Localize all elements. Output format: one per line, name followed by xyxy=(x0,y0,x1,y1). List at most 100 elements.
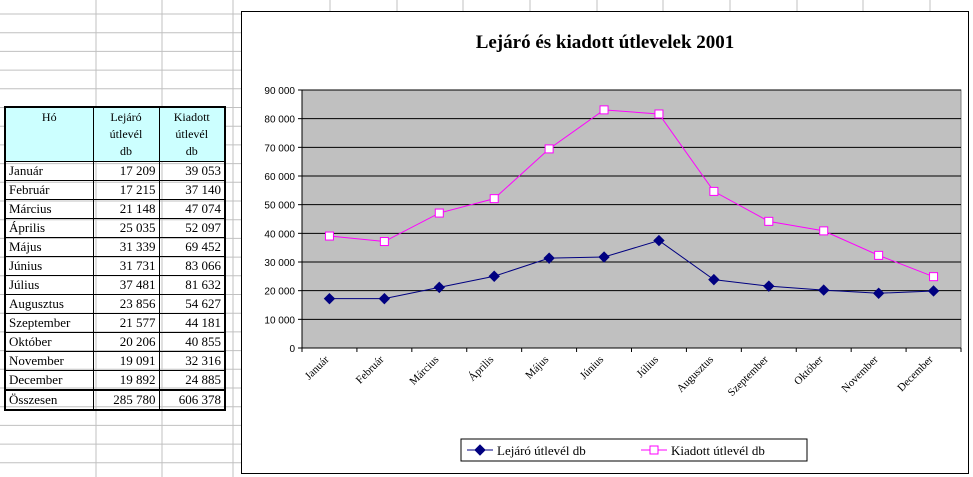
data-point-square xyxy=(489,194,499,204)
month-cell[interactable]: Október xyxy=(4,332,94,352)
data-point-square xyxy=(764,216,774,226)
month-cell[interactable]: Május xyxy=(4,237,94,257)
y-tick-label: 40 000 xyxy=(264,229,295,240)
lejaro-cell[interactable]: 25 035 xyxy=(92,218,160,238)
x-tick-label: December xyxy=(895,353,936,394)
lejaro-cell[interactable]: 17 215 xyxy=(92,180,160,200)
table-row: Január 17 209 39 053 xyxy=(4,161,226,181)
chart-title: Lejáró és kiadott útlevelek 2001 xyxy=(476,32,735,53)
series-line-2 xyxy=(329,109,934,278)
chart-area[interactable]: Lejáró és kiadott útlevelek 2001 0 10 000 2… xyxy=(241,11,969,474)
total-kiadott-cell[interactable]: 606 378 xyxy=(158,389,226,411)
lejaro-cell[interactable]: 31 339 xyxy=(92,237,160,257)
y-tick-label: 60 000 xyxy=(264,172,295,183)
data-point-square xyxy=(434,208,444,218)
data-point-square xyxy=(379,237,389,247)
x-tick-label: Szeptember xyxy=(726,353,771,398)
series-line-1 xyxy=(329,240,934,300)
x-tick-label: Október xyxy=(792,353,826,387)
data-point-square xyxy=(599,105,609,115)
kiadott-cell[interactable]: 69 452 xyxy=(158,237,226,257)
y-tick-label: 30 000 xyxy=(264,258,295,269)
x-tick-label: November xyxy=(839,353,881,395)
x-tick-label: Január xyxy=(303,353,332,382)
data-point-diamond xyxy=(653,234,665,247)
month-cell[interactable]: November xyxy=(4,351,94,371)
table-row: Február 17 215 37 140 xyxy=(4,180,226,200)
month-cell[interactable]: Január xyxy=(4,161,94,181)
header-kiadott[interactable]: Kiadott útlevél db xyxy=(158,106,226,162)
table-row: Augusztus 23 856 54 627 xyxy=(4,294,226,314)
month-cell[interactable]: Március xyxy=(4,199,94,219)
lejaro-cell[interactable]: 17 209 xyxy=(92,161,160,181)
total-lejaro-cell[interactable]: 285 780 xyxy=(92,389,160,411)
data-point-square xyxy=(709,186,719,196)
data-point-diamond xyxy=(323,292,336,305)
table-total-row: Összesen 285 780 606 378 xyxy=(4,389,226,411)
y-tick-label: 10 000 xyxy=(264,315,295,326)
data-point-square xyxy=(324,231,334,241)
lejaro-cell[interactable]: 23 856 xyxy=(92,294,160,314)
x-tick-label: Július xyxy=(634,354,661,381)
lejaro-cell[interactable]: 31 731 xyxy=(92,256,160,276)
kiadott-cell[interactable]: 40 855 xyxy=(158,332,226,352)
header-month[interactable]: Hó xyxy=(4,106,94,162)
x-tick-label: Május xyxy=(523,354,551,382)
legend-marker-square xyxy=(649,445,659,455)
month-cell[interactable]: Június xyxy=(4,256,94,276)
month-cell[interactable]: Szeptember xyxy=(4,313,94,333)
lejaro-cell[interactable]: 37 481 xyxy=(92,275,160,295)
lejaro-cell[interactable]: 19 091 xyxy=(92,351,160,371)
data-point-diamond xyxy=(708,273,720,286)
data-point-diamond xyxy=(488,270,500,282)
data-point-diamond xyxy=(433,281,445,294)
data-point-diamond xyxy=(378,292,391,305)
kiadott-cell[interactable]: 83 066 xyxy=(158,256,226,276)
total-label-cell[interactable]: Összesen xyxy=(4,389,94,411)
y-tick-label: 50 000 xyxy=(264,201,295,212)
month-cell[interactable]: Február xyxy=(4,180,94,200)
lejaro-cell[interactable]: 19 892 xyxy=(92,370,160,391)
line-chart[interactable]: Lejáró és kiadott útlevelek 2001 0 10 000 2… xyxy=(242,12,968,473)
table-row: November 19 091 32 316 xyxy=(4,351,226,371)
y-tick-label: 20 000 xyxy=(264,287,295,298)
data-point-square xyxy=(544,144,554,154)
month-cell[interactable]: Július xyxy=(4,275,94,295)
kiadott-cell[interactable]: 52 097 xyxy=(158,218,226,238)
header-lejaro[interactable]: Lejáró útlevél db xyxy=(92,106,160,162)
table-row: December 19 892 24 885 xyxy=(4,370,226,391)
table-row: Április 25 035 52 097 xyxy=(4,218,226,238)
y-tick-label: 0 xyxy=(289,344,295,355)
data-point-diamond xyxy=(818,284,830,296)
kiadott-cell[interactable]: 47 074 xyxy=(158,199,226,219)
month-cell[interactable]: Augusztus xyxy=(4,294,94,314)
table-row: Június 31 731 83 066 xyxy=(4,256,226,276)
lejaro-cell[interactable]: 20 206 xyxy=(92,332,160,352)
kiadott-cell[interactable]: 39 053 xyxy=(158,161,226,181)
table-row: Május 31 339 69 452 xyxy=(4,237,226,257)
kiadott-cell[interactable]: 44 181 xyxy=(158,313,226,333)
x-tick-label: Április xyxy=(466,354,496,384)
month-cell[interactable]: December xyxy=(4,370,94,391)
legend-marker-diamond xyxy=(474,444,486,456)
plot-area xyxy=(301,89,962,349)
lejaro-cell[interactable]: 21 577 xyxy=(92,313,160,333)
kiadott-cell[interactable]: 54 627 xyxy=(158,294,226,314)
month-cell[interactable]: Április xyxy=(4,218,94,238)
kiadott-cell[interactable]: 37 140 xyxy=(158,180,226,200)
table-row: Október 20 206 40 855 xyxy=(4,332,226,352)
kiadott-cell[interactable]: 32 316 xyxy=(158,351,226,371)
y-tick-label: 90 000 xyxy=(264,86,295,97)
legend-label: Kiadott útlevél db xyxy=(671,443,765,458)
data-point-square xyxy=(819,226,829,236)
lejaro-cell[interactable]: 21 148 xyxy=(92,199,160,219)
data-point-square xyxy=(654,109,664,119)
table-row: Március 21 148 47 074 xyxy=(4,199,226,219)
data-point-diamond xyxy=(927,285,940,297)
data-point-square xyxy=(929,272,939,282)
kiadott-cell[interactable]: 81 632 xyxy=(158,275,226,295)
table-header-row: Hó Lejáró útlevél db Kiadott útlevél db xyxy=(4,106,226,162)
x-tick-label: Február xyxy=(354,353,387,386)
kiadott-cell[interactable]: 24 885 xyxy=(158,370,226,391)
x-tick-label: Június xyxy=(578,354,606,382)
